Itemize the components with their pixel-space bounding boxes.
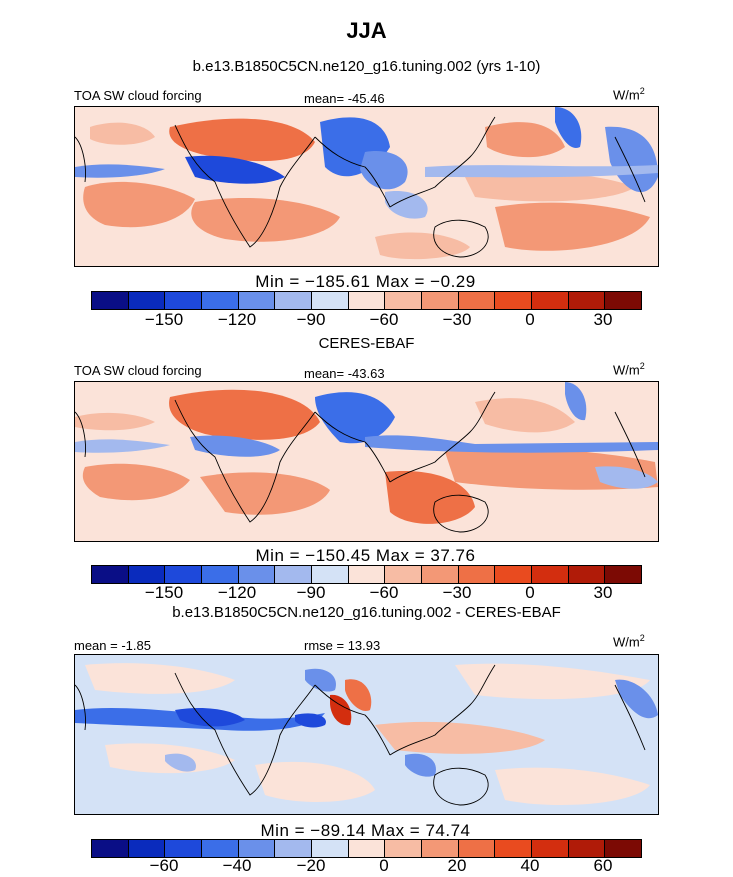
- panel-1-colorbar-ticks: −150 −120 −90 −60 −30 0 30: [91, 310, 640, 330]
- colorbar-tick: −60: [369, 310, 399, 329]
- colorbar-tick: −150: [144, 583, 184, 602]
- colorbar-tick: −120: [217, 583, 257, 602]
- colorbar-tick: −60: [149, 856, 179, 875]
- colorbar-tick: 40: [520, 856, 540, 875]
- panel-3-title: b.e13.B1850C5CN.ne120_g16.tuning.002 - C…: [172, 604, 561, 621]
- colorbar-tick: −150: [144, 310, 184, 329]
- colorbar-tick: −20: [296, 856, 326, 875]
- panel-3-colorbar: [91, 839, 642, 858]
- colorbar-tick: −60: [369, 583, 399, 602]
- colorbar-tick: −120: [217, 310, 257, 329]
- panel-3-units: W/m2: [613, 633, 645, 650]
- panel-2-variable-label: TOA SW cloud forcing: [74, 363, 202, 378]
- panel-1-variable-label: TOA SW cloud forcing: [74, 88, 202, 103]
- colorbar-tick: −90: [296, 583, 326, 602]
- panel-2-minmax: Min = −150.45 Max = 37.76: [255, 546, 476, 565]
- panel-2-title: CERES-EBAF: [318, 335, 415, 352]
- page-title: JJA: [346, 18, 387, 43]
- panel-2-colorbar: [91, 565, 642, 584]
- panel-1-units: W/m2: [613, 86, 645, 103]
- colorbar-tick: 20: [447, 856, 467, 875]
- panel-2-mean: mean= -43.63: [304, 366, 385, 381]
- panel-1-minmax: Min = −185.61 Max = −0.29: [255, 272, 476, 291]
- panel-1-map: [74, 106, 659, 267]
- colorbar-tick: −90: [296, 310, 326, 329]
- panel-3-map: [74, 654, 659, 815]
- colorbar-tick: 0: [525, 310, 535, 329]
- panel-2-map: [74, 381, 659, 542]
- colorbar-tick: 30: [593, 583, 613, 602]
- panel-3-colorbar-ticks: −60 −40 −20 0 20 40 60: [91, 856, 640, 876]
- colorbar-tick: 30: [593, 310, 613, 329]
- panel-1-mean: mean= -45.46: [304, 91, 385, 106]
- colorbar-tick: −30: [442, 310, 472, 329]
- panel-2-colorbar-ticks: −150 −120 −90 −60 −30 0 30: [91, 583, 640, 603]
- colorbar-tick: 0: [379, 856, 389, 875]
- panel-3-rmse: rmse = 13.93: [304, 638, 381, 653]
- panel-3-mean: mean = -1.85: [74, 638, 151, 653]
- panel-1-title: b.e13.B1850C5CN.ne120_g16.tuning.002 (yr…: [192, 58, 541, 75]
- panel-3-minmax: Min = −89.14 Max = 74.74: [260, 821, 471, 840]
- colorbar-tick: 60: [593, 856, 613, 875]
- colorbar-tick: −40: [222, 856, 252, 875]
- colorbar-tick: 0: [525, 583, 535, 602]
- panel-2-units: W/m2: [613, 361, 645, 378]
- colorbar-tick: −30: [442, 583, 472, 602]
- panel-1-colorbar: [91, 291, 642, 310]
